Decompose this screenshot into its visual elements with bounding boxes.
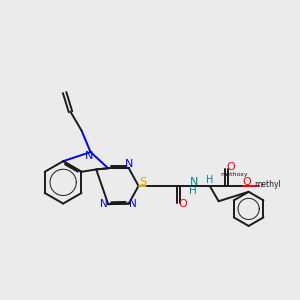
Text: N: N (125, 159, 134, 169)
Text: H: H (189, 186, 196, 196)
Text: N: N (129, 199, 137, 208)
Text: N: N (85, 151, 93, 161)
Text: S: S (139, 177, 146, 187)
Text: O: O (243, 177, 251, 187)
Text: N: N (190, 177, 199, 187)
Text: O: O (226, 162, 235, 172)
Text: N: N (100, 199, 108, 209)
Text: methyl: methyl (255, 180, 281, 189)
Text: H: H (206, 175, 214, 185)
Text: methoxy: methoxy (220, 172, 248, 177)
Text: O: O (178, 200, 187, 209)
